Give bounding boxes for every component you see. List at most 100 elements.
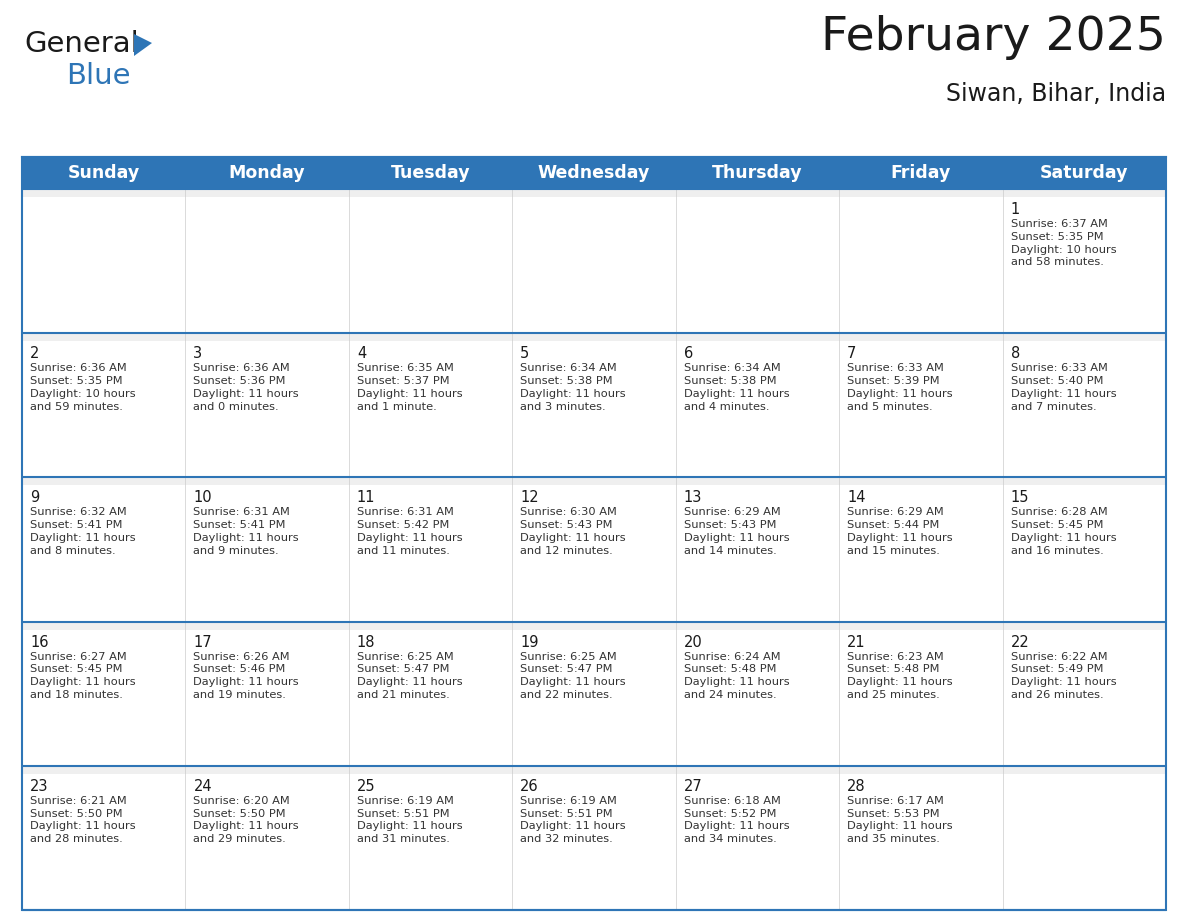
Bar bbox=[512, 774, 676, 910]
Text: Sunrise: 6:21 AM
Sunset: 5:50 PM
Daylight: 11 hours
and 28 minutes.: Sunrise: 6:21 AM Sunset: 5:50 PM Dayligh… bbox=[30, 796, 135, 845]
Bar bbox=[839, 333, 1003, 341]
Bar bbox=[23, 189, 185, 197]
Bar bbox=[512, 189, 676, 197]
Text: Sunrise: 6:19 AM
Sunset: 5:51 PM
Daylight: 11 hours
and 31 minutes.: Sunrise: 6:19 AM Sunset: 5:51 PM Dayligh… bbox=[356, 796, 462, 845]
Text: Sunrise: 6:31 AM
Sunset: 5:41 PM
Daylight: 11 hours
and 9 minutes.: Sunrise: 6:31 AM Sunset: 5:41 PM Dayligh… bbox=[194, 508, 299, 555]
Bar bbox=[185, 341, 349, 477]
Bar bbox=[676, 341, 839, 477]
Text: 21: 21 bbox=[847, 634, 866, 650]
Bar bbox=[839, 189, 1003, 197]
Bar bbox=[349, 621, 512, 630]
Text: 25: 25 bbox=[356, 778, 375, 794]
Bar bbox=[676, 774, 839, 910]
Bar bbox=[676, 189, 839, 197]
Text: Siwan, Bihar, India: Siwan, Bihar, India bbox=[946, 82, 1165, 106]
Text: 20: 20 bbox=[684, 634, 702, 650]
Bar bbox=[1003, 630, 1165, 766]
Bar bbox=[839, 477, 1003, 486]
Bar bbox=[839, 621, 1003, 630]
Text: Sunrise: 6:24 AM
Sunset: 5:48 PM
Daylight: 11 hours
and 24 minutes.: Sunrise: 6:24 AM Sunset: 5:48 PM Dayligh… bbox=[684, 652, 789, 700]
Text: Blue: Blue bbox=[67, 62, 131, 90]
Bar bbox=[185, 774, 349, 910]
Text: 22: 22 bbox=[1011, 634, 1029, 650]
Text: 8: 8 bbox=[1011, 346, 1019, 361]
Text: 9: 9 bbox=[30, 490, 39, 506]
Text: Sunrise: 6:18 AM
Sunset: 5:52 PM
Daylight: 11 hours
and 34 minutes.: Sunrise: 6:18 AM Sunset: 5:52 PM Dayligh… bbox=[684, 796, 789, 845]
Text: 17: 17 bbox=[194, 634, 211, 650]
Bar bbox=[1003, 774, 1165, 910]
Bar bbox=[1003, 766, 1165, 774]
Bar bbox=[839, 197, 1003, 333]
Text: 7: 7 bbox=[847, 346, 857, 361]
Bar bbox=[23, 197, 185, 333]
Text: Sunday: Sunday bbox=[68, 164, 140, 182]
Text: 18: 18 bbox=[356, 634, 375, 650]
Text: 24: 24 bbox=[194, 778, 211, 794]
Bar bbox=[23, 477, 185, 486]
Text: 10: 10 bbox=[194, 490, 211, 506]
Bar bbox=[185, 477, 349, 486]
Polygon shape bbox=[134, 34, 152, 56]
Text: Sunrise: 6:36 AM
Sunset: 5:36 PM
Daylight: 11 hours
and 0 minutes.: Sunrise: 6:36 AM Sunset: 5:36 PM Dayligh… bbox=[194, 364, 299, 411]
Text: Friday: Friday bbox=[891, 164, 952, 182]
Text: 15: 15 bbox=[1011, 490, 1029, 506]
Bar bbox=[185, 630, 349, 766]
Bar bbox=[349, 189, 512, 197]
Bar bbox=[1003, 621, 1165, 630]
Bar bbox=[512, 477, 676, 486]
Bar bbox=[1003, 189, 1165, 197]
Bar bbox=[676, 333, 839, 341]
Text: Monday: Monday bbox=[229, 164, 305, 182]
Bar bbox=[1003, 341, 1165, 477]
Text: Sunrise: 6:32 AM
Sunset: 5:41 PM
Daylight: 11 hours
and 8 minutes.: Sunrise: 6:32 AM Sunset: 5:41 PM Dayligh… bbox=[30, 508, 135, 555]
Text: February 2025: February 2025 bbox=[821, 15, 1165, 60]
Text: Sunrise: 6:35 AM
Sunset: 5:37 PM
Daylight: 11 hours
and 1 minute.: Sunrise: 6:35 AM Sunset: 5:37 PM Dayligh… bbox=[356, 364, 462, 411]
Bar bbox=[185, 197, 349, 333]
Bar bbox=[512, 333, 676, 341]
Text: 14: 14 bbox=[847, 490, 866, 506]
Bar bbox=[1003, 197, 1165, 333]
Text: Sunrise: 6:22 AM
Sunset: 5:49 PM
Daylight: 11 hours
and 26 minutes.: Sunrise: 6:22 AM Sunset: 5:49 PM Dayligh… bbox=[1011, 652, 1117, 700]
Text: Sunrise: 6:33 AM
Sunset: 5:39 PM
Daylight: 11 hours
and 5 minutes.: Sunrise: 6:33 AM Sunset: 5:39 PM Dayligh… bbox=[847, 364, 953, 411]
Text: Sunrise: 6:17 AM
Sunset: 5:53 PM
Daylight: 11 hours
and 35 minutes.: Sunrise: 6:17 AM Sunset: 5:53 PM Dayligh… bbox=[847, 796, 953, 845]
Bar bbox=[349, 486, 512, 621]
Text: Sunrise: 6:27 AM
Sunset: 5:45 PM
Daylight: 11 hours
and 18 minutes.: Sunrise: 6:27 AM Sunset: 5:45 PM Dayligh… bbox=[30, 652, 135, 700]
Text: 1: 1 bbox=[1011, 202, 1019, 217]
Bar bbox=[676, 621, 839, 630]
Bar bbox=[23, 333, 185, 341]
Bar bbox=[349, 774, 512, 910]
Bar bbox=[23, 341, 185, 477]
Bar bbox=[349, 630, 512, 766]
Bar bbox=[512, 621, 676, 630]
Bar bbox=[349, 477, 512, 486]
Bar bbox=[23, 486, 185, 621]
Bar bbox=[512, 486, 676, 621]
Text: Sunrise: 6:23 AM
Sunset: 5:48 PM
Daylight: 11 hours
and 25 minutes.: Sunrise: 6:23 AM Sunset: 5:48 PM Dayligh… bbox=[847, 652, 953, 700]
Text: Wednesday: Wednesday bbox=[538, 164, 650, 182]
Bar bbox=[23, 774, 185, 910]
Text: Sunrise: 6:34 AM
Sunset: 5:38 PM
Daylight: 11 hours
and 4 minutes.: Sunrise: 6:34 AM Sunset: 5:38 PM Dayligh… bbox=[684, 364, 789, 411]
Bar bbox=[676, 477, 839, 486]
Text: Sunrise: 6:29 AM
Sunset: 5:44 PM
Daylight: 11 hours
and 15 minutes.: Sunrise: 6:29 AM Sunset: 5:44 PM Dayligh… bbox=[847, 508, 953, 555]
Text: 3: 3 bbox=[194, 346, 202, 361]
Text: Sunrise: 6:19 AM
Sunset: 5:51 PM
Daylight: 11 hours
and 32 minutes.: Sunrise: 6:19 AM Sunset: 5:51 PM Dayligh… bbox=[520, 796, 626, 845]
Text: Sunrise: 6:34 AM
Sunset: 5:38 PM
Daylight: 11 hours
and 3 minutes.: Sunrise: 6:34 AM Sunset: 5:38 PM Dayligh… bbox=[520, 364, 626, 411]
Text: Sunrise: 6:31 AM
Sunset: 5:42 PM
Daylight: 11 hours
and 11 minutes.: Sunrise: 6:31 AM Sunset: 5:42 PM Dayligh… bbox=[356, 508, 462, 555]
Bar bbox=[349, 197, 512, 333]
Text: 16: 16 bbox=[30, 634, 49, 650]
Bar bbox=[839, 341, 1003, 477]
Text: 27: 27 bbox=[684, 778, 702, 794]
Text: Saturday: Saturday bbox=[1040, 164, 1129, 182]
Text: 13: 13 bbox=[684, 490, 702, 506]
Bar bbox=[1003, 333, 1165, 341]
Text: Thursday: Thursday bbox=[712, 164, 803, 182]
Bar bbox=[676, 766, 839, 774]
Bar bbox=[349, 333, 512, 341]
Bar bbox=[23, 630, 185, 766]
Bar bbox=[23, 157, 1165, 189]
Text: Sunrise: 6:28 AM
Sunset: 5:45 PM
Daylight: 11 hours
and 16 minutes.: Sunrise: 6:28 AM Sunset: 5:45 PM Dayligh… bbox=[1011, 508, 1117, 555]
Text: General: General bbox=[24, 30, 139, 58]
Bar bbox=[839, 630, 1003, 766]
Bar bbox=[839, 486, 1003, 621]
Text: Sunrise: 6:29 AM
Sunset: 5:43 PM
Daylight: 11 hours
and 14 minutes.: Sunrise: 6:29 AM Sunset: 5:43 PM Dayligh… bbox=[684, 508, 789, 555]
